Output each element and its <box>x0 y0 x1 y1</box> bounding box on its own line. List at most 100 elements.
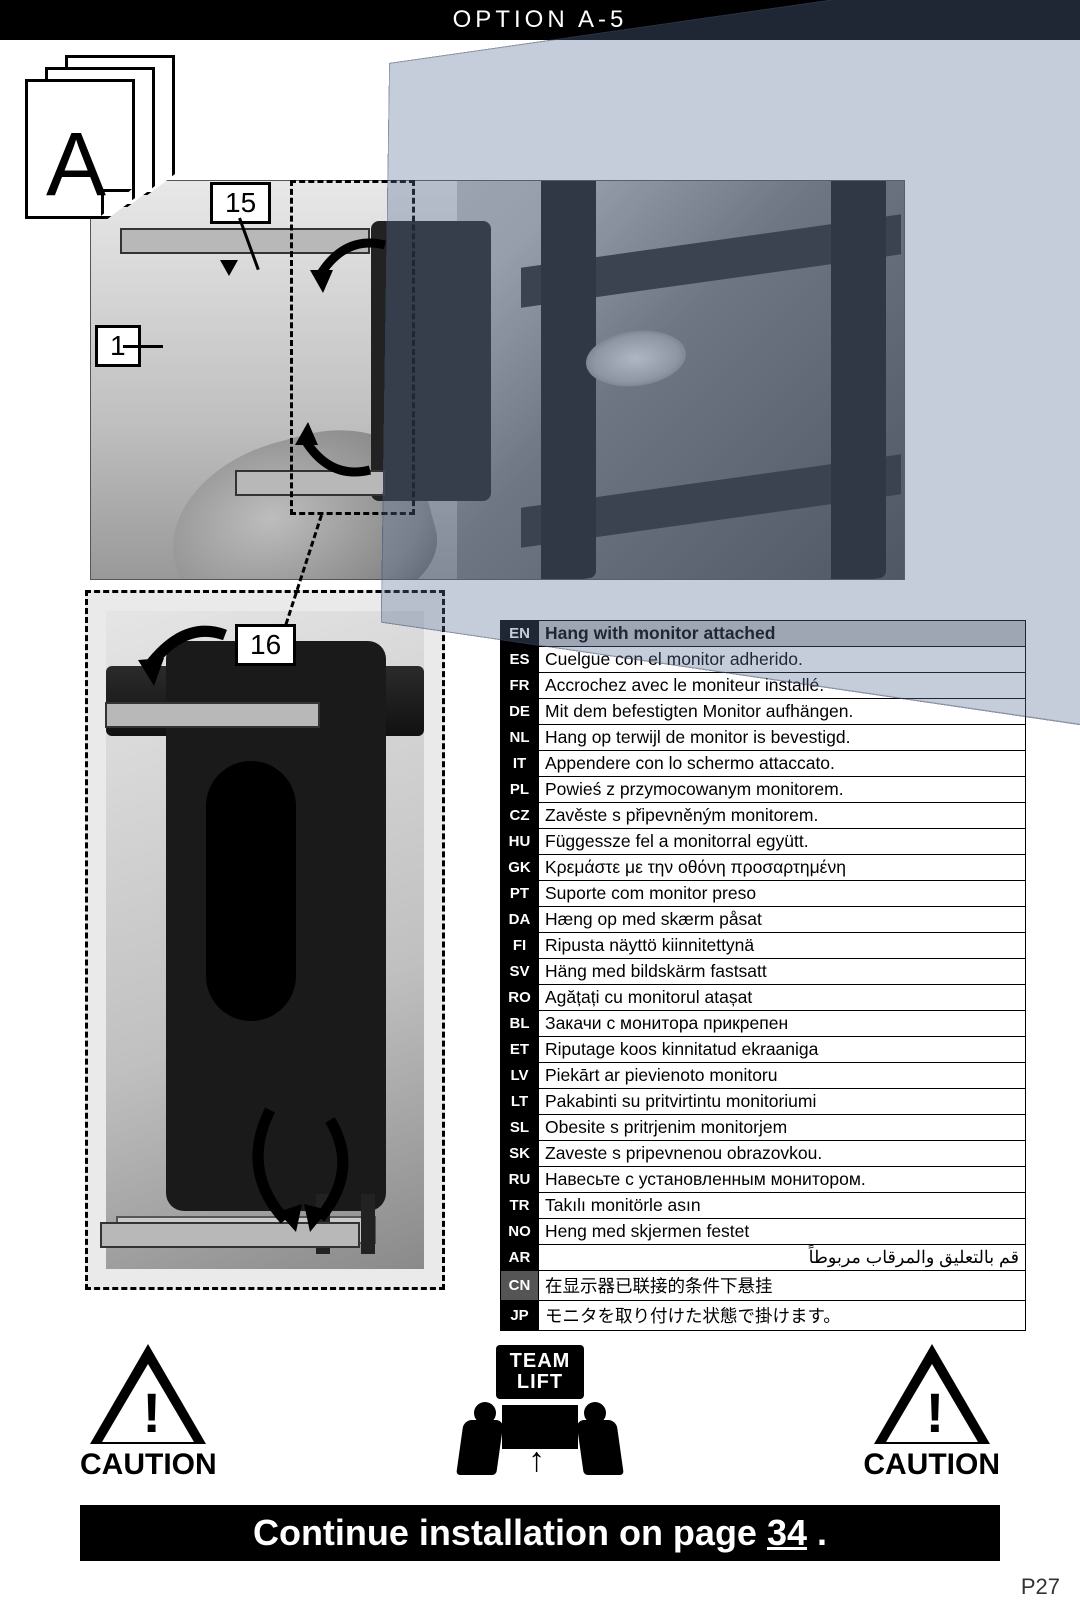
lang-row-lv: LVPiekārt ar pievienoto monitoru <box>501 1063 1026 1089</box>
lang-row-hu: HUFüggessze fel a monitorral együtt. <box>501 829 1026 855</box>
bracket-vertical-right <box>831 180 886 580</box>
team-lift-graphic: TEAM LIFT ↑ <box>430 1345 650 1482</box>
lang-text: Powieś z przymocowanym monitorem. <box>539 777 1026 803</box>
lang-text: Suporte com monitor preso <box>539 881 1026 907</box>
action-arrow-top <box>305 235 395 305</box>
card-front: A <box>25 79 135 219</box>
lang-text: Accrochez avec le moniteur installé. <box>539 673 1026 699</box>
lang-code: RO <box>501 985 539 1011</box>
lang-text: Zavěste s připevněným monitorem. <box>539 803 1026 829</box>
lang-row-gk: GKΚρεμάστε με την οθόνη προσαρτημένη <box>501 855 1026 881</box>
caution-row: ! CAUTION TEAM LIFT ↑ ! CAUTION <box>0 1342 1080 1482</box>
lang-text: Piekārt ar pievienoto monitoru <box>539 1063 1026 1089</box>
part-label-16: 16 <box>235 624 296 666</box>
continue-page: 34 <box>767 1512 807 1553</box>
lang-row-sv: SVHäng med bildskärm fastsatt <box>501 959 1026 985</box>
lang-text: قم بالتعليق والمرقاب مربوطاً <box>539 1245 1026 1271</box>
lang-row-de: DEMit dem befestigten Monitor aufhängen. <box>501 699 1026 725</box>
lang-row-es: ESCuelgue con el monitor adherido. <box>501 647 1026 673</box>
caution-left: ! CAUTION <box>80 1344 217 1482</box>
lang-text: 在显示器已联接的条件下悬挂 <box>539 1271 1026 1301</box>
lang-row-ar: ARقم بالتعليق والمرقاب مربوطاً <box>501 1245 1026 1271</box>
lang-row-nl: NLHang op terwijl de monitor is bevestig… <box>501 725 1026 751</box>
team-lift-line1: TEAM <box>510 1350 571 1372</box>
lang-code: SK <box>501 1141 539 1167</box>
lang-row-lt: LTPakabinti su pritvirtintu monitoriumi <box>501 1089 1026 1115</box>
lang-code: SL <box>501 1115 539 1141</box>
lang-text: Cuelgue con el monitor adherido. <box>539 647 1026 673</box>
detail-arrow-bottom <box>230 1100 370 1240</box>
lang-code: RU <box>501 1167 539 1193</box>
bracket-vertical-left <box>541 180 596 580</box>
up-arrow-icon: ↑ <box>528 1441 545 1480</box>
lang-row-it: ITAppendere con lo schermo attaccato. <box>501 751 1026 777</box>
lang-row-et: ETRiputage koos kinnitatud ekraaniga <box>501 1037 1026 1063</box>
lang-row-jp: JPモニタを取り付けた状態で掛けます。 <box>501 1301 1026 1331</box>
lang-text: Takılı monitörle asın <box>539 1193 1026 1219</box>
lang-text: Hæng op med skærm påsat <box>539 907 1026 933</box>
lang-row-no: NOHeng med skjermen festet <box>501 1219 1026 1245</box>
lang-row-cz: CZZavěste s připevněným monitorem. <box>501 803 1026 829</box>
lang-row-fi: FIRipusta näyttö kiinnitettynä <box>501 933 1026 959</box>
lang-text: Ripusta näyttö kiinnitettynä <box>539 933 1026 959</box>
lang-text: Hang op terwijl de monitor is bevestigd. <box>539 725 1026 751</box>
lang-code: ET <box>501 1037 539 1063</box>
lang-text: Zaveste s pripevnenou obrazovkou. <box>539 1141 1026 1167</box>
lang-text: Appendere con lo schermo attaccato. <box>539 751 1026 777</box>
lang-code: DA <box>501 907 539 933</box>
lang-text: Mit dem befestigten Monitor aufhängen. <box>539 699 1026 725</box>
continue-suffix: . <box>807 1512 827 1553</box>
person-left-icon <box>440 1402 500 1482</box>
action-arrow-bottom <box>290 415 380 485</box>
lang-row-da: DAHæng op med skærm påsat <box>501 907 1026 933</box>
lang-code: NO <box>501 1219 539 1245</box>
lang-row-ro: ROAgățați cu monitorul atașat <box>501 985 1026 1011</box>
detail-arrow-top <box>130 620 240 710</box>
header-title: OPTION A-5 <box>453 6 628 33</box>
exclamation-icon: ! <box>142 1380 161 1445</box>
lang-code: FR <box>501 673 539 699</box>
team-lift-line2: LIFT <box>517 1371 563 1393</box>
language-table: ENHang with monitor attachedESCuelgue co… <box>500 620 1026 1331</box>
leader-line-1 <box>123 345 163 348</box>
brand-oval-icon <box>586 327 686 391</box>
team-lift-figure: ↑ <box>430 1397 650 1482</box>
lang-code: IT <box>501 751 539 777</box>
lang-text: Навесьте с установленным монитором. <box>539 1167 1026 1193</box>
lang-code: JP <box>501 1301 539 1331</box>
lang-row-cn: CN在显示器已联接的条件下悬挂 <box>501 1271 1026 1301</box>
lang-code: TR <box>501 1193 539 1219</box>
warning-triangle-icon: ! <box>874 1344 990 1444</box>
lang-row-pt: PTSuporte com monitor preso <box>501 881 1026 907</box>
lang-text: Pakabinti su pritvirtintu monitoriumi <box>539 1089 1026 1115</box>
lang-row-tr: TRTakılı monitörle asın <box>501 1193 1026 1219</box>
lang-row-en: ENHang with monitor attached <box>501 621 1026 647</box>
lang-row-fr: FRAccrochez avec le moniteur installé. <box>501 673 1026 699</box>
part-label-15-text: 15 <box>225 187 256 218</box>
lang-text: Obesite s pritrjenim monitorjem <box>539 1115 1026 1141</box>
exclamation-icon: ! <box>926 1380 945 1445</box>
lang-text: Закачи с монитора прикрепен <box>539 1011 1026 1037</box>
lang-code: ES <box>501 647 539 673</box>
lang-text: Heng med skjermen festet <box>539 1219 1026 1245</box>
leader-arrowhead-15 <box>220 260 238 276</box>
person-right-icon <box>580 1402 640 1482</box>
lang-code: LV <box>501 1063 539 1089</box>
lang-row-pl: PLPowieś z przymocowanym monitorem. <box>501 777 1026 803</box>
part-label-16-text: 16 <box>250 629 281 660</box>
continue-prefix: Continue installation on page <box>253 1512 767 1553</box>
lang-text: Agățați cu monitorul atașat <box>539 985 1026 1011</box>
lang-code: BL <box>501 1011 539 1037</box>
lang-row-bl: BLЗакачи с монитора прикрепен <box>501 1011 1026 1037</box>
section-card-stack: A <box>25 55 175 235</box>
lang-code: AR <box>501 1245 539 1271</box>
lang-row-sl: SLObesite s pritrjenim monitorjem <box>501 1115 1026 1141</box>
lang-code: NL <box>501 725 539 751</box>
lang-text: Függessze fel a monitorral együtt. <box>539 829 1026 855</box>
caution-label-right: CAUTION <box>863 1448 1000 1482</box>
caution-label-left: CAUTION <box>80 1448 217 1482</box>
lang-code: EN <box>501 621 539 647</box>
lang-code: SV <box>501 959 539 985</box>
lang-text: Riputage koos kinnitatud ekraaniga <box>539 1037 1026 1063</box>
warning-triangle-icon: ! <box>90 1344 206 1444</box>
